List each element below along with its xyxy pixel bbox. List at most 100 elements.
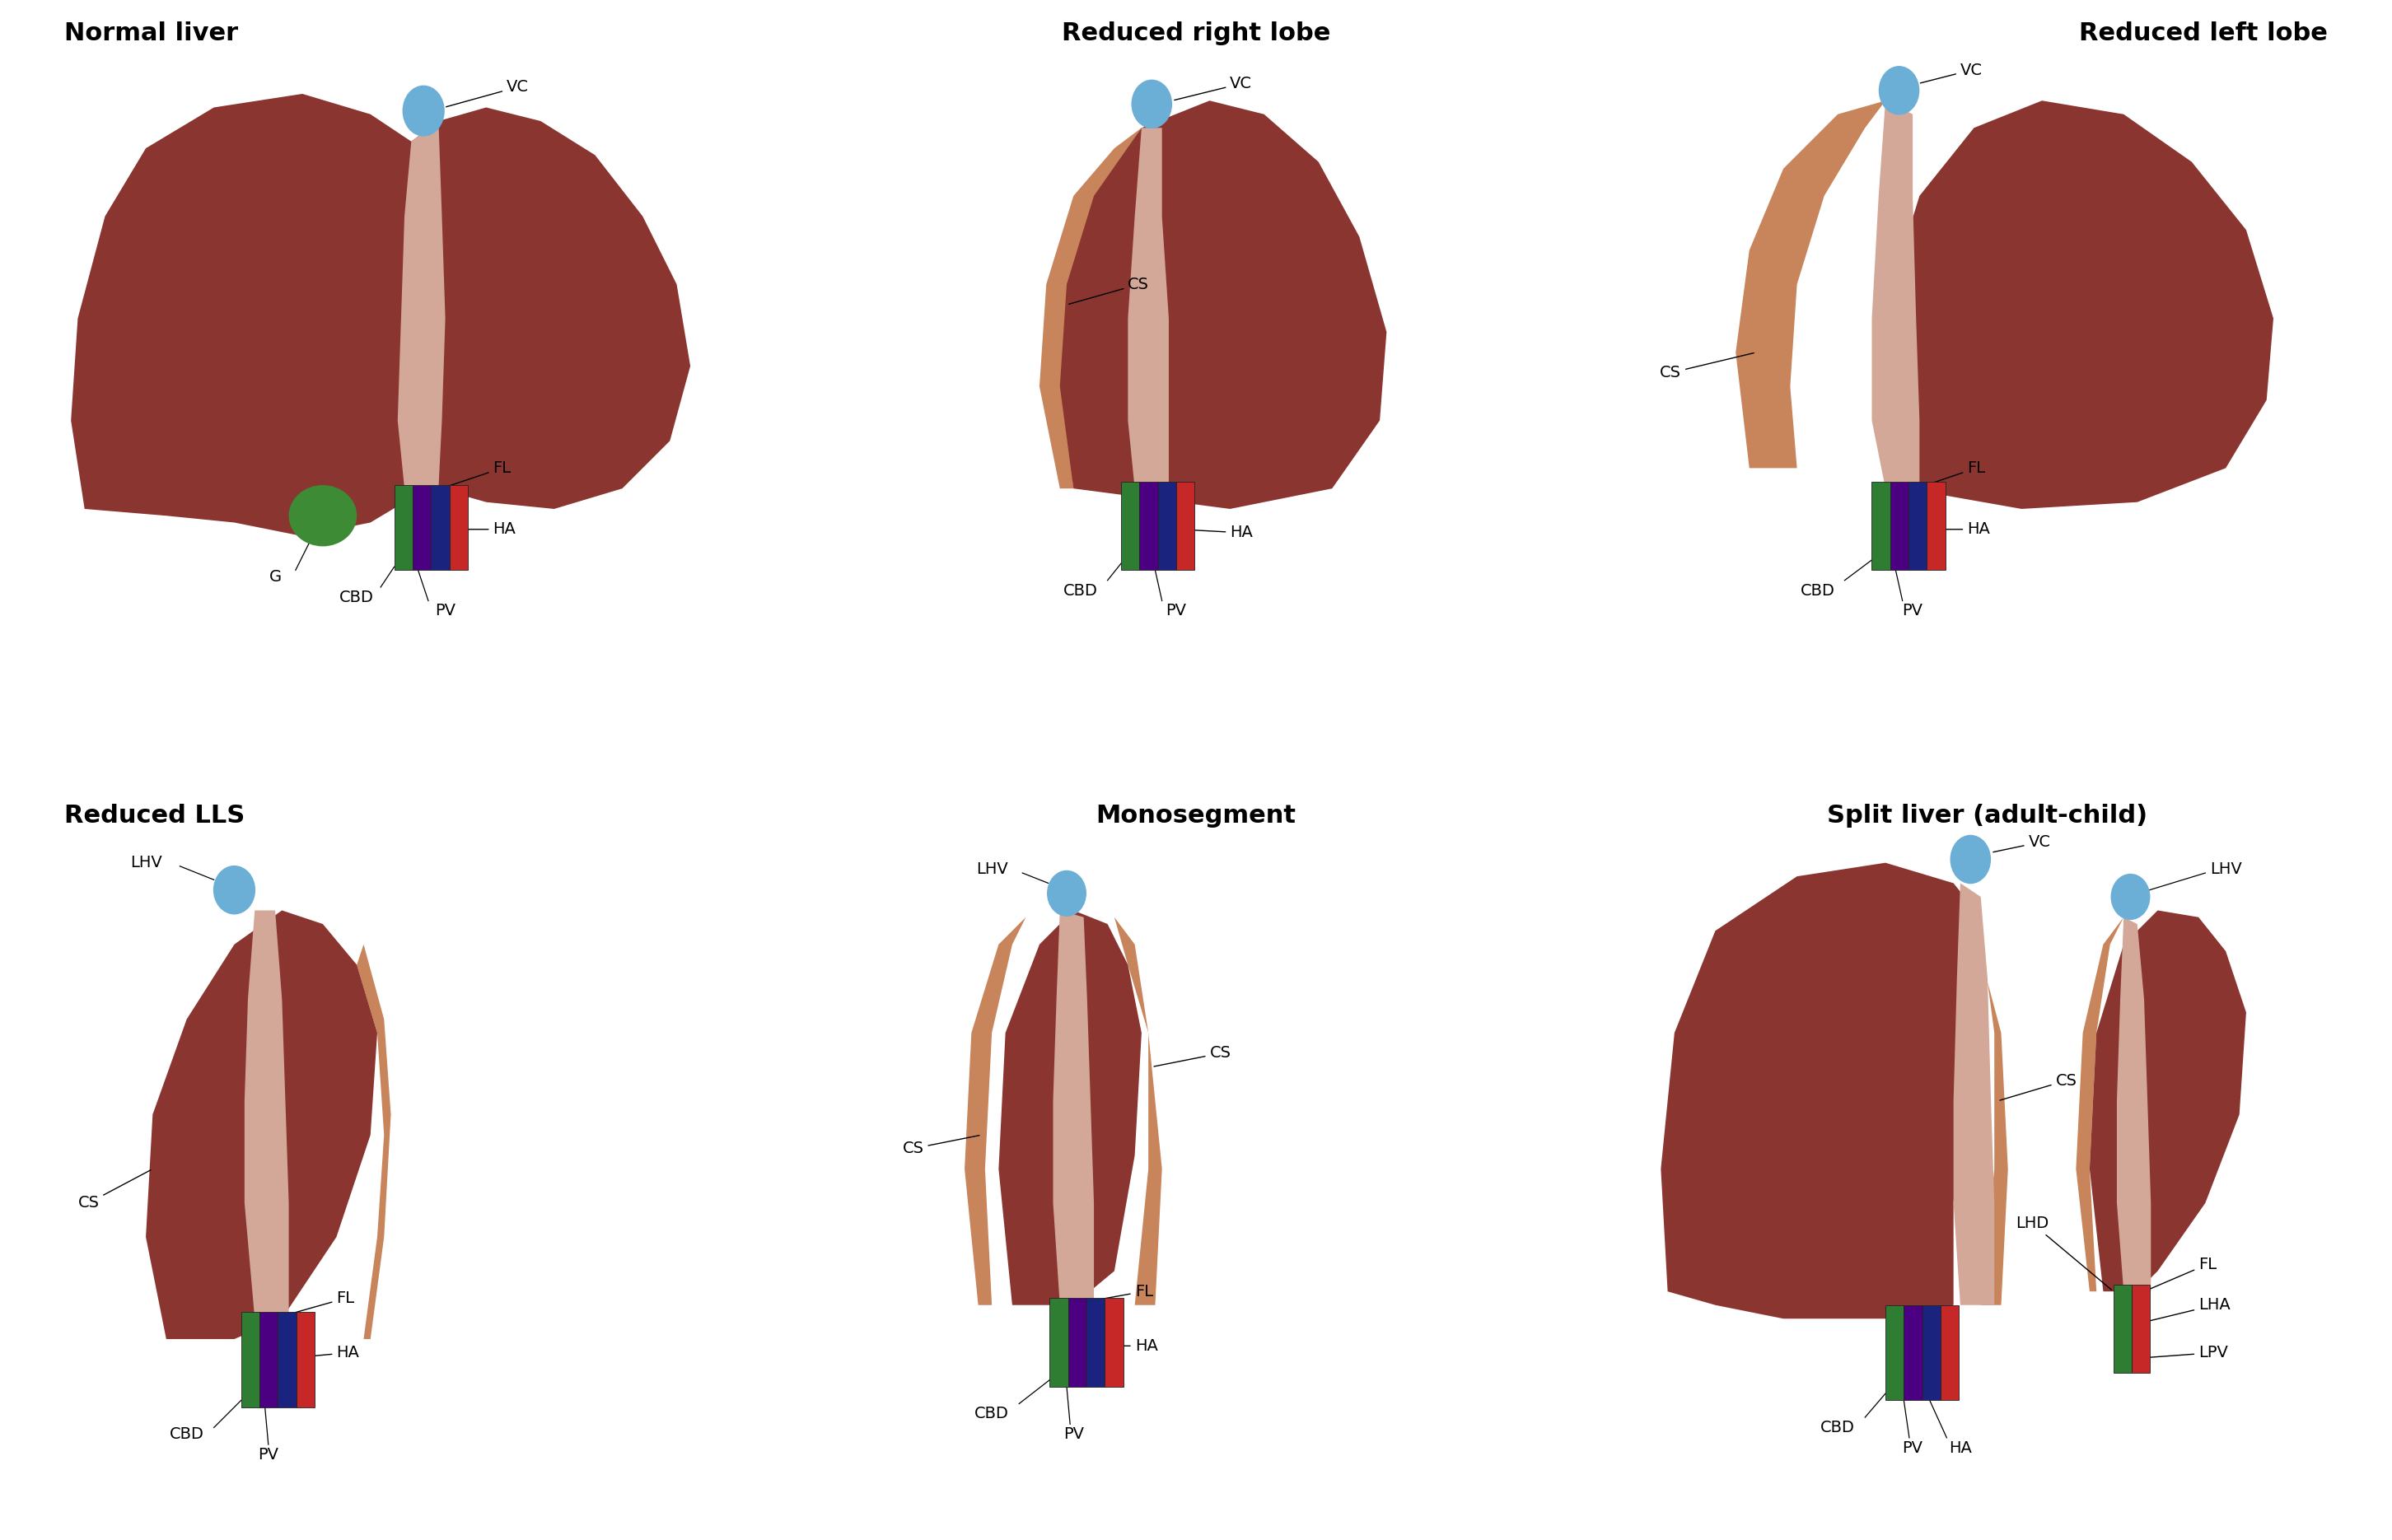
Polygon shape xyxy=(1060,100,1387,508)
Bar xyxy=(1940,1304,1959,1400)
Polygon shape xyxy=(2076,918,2124,1292)
Text: CBD: CBD xyxy=(170,1426,203,1441)
Ellipse shape xyxy=(289,485,356,547)
Text: VC: VC xyxy=(1993,835,2050,852)
Title: Monosegment: Monosegment xyxy=(1096,804,1296,829)
Bar xyxy=(1873,482,1890,570)
Bar xyxy=(1158,482,1177,570)
Polygon shape xyxy=(397,122,445,488)
Polygon shape xyxy=(1115,918,1163,1304)
Text: FL: FL xyxy=(287,1291,354,1315)
Title: Split liver (adult-child): Split liver (adult-child) xyxy=(1827,804,2148,829)
Bar xyxy=(450,485,469,570)
Polygon shape xyxy=(1961,896,2007,1304)
Text: Reduced LLS: Reduced LLS xyxy=(65,804,244,829)
Bar xyxy=(1086,1298,1105,1386)
Text: HA: HA xyxy=(1079,1338,1158,1354)
Text: FL: FL xyxy=(440,460,512,490)
Ellipse shape xyxy=(213,865,256,915)
Text: LHD: LHD xyxy=(2016,1215,2112,1291)
Text: CS: CS xyxy=(79,1170,151,1210)
Text: CBD: CBD xyxy=(1820,1420,1856,1435)
Polygon shape xyxy=(2091,910,2246,1292)
Bar xyxy=(1923,1304,1940,1400)
Bar xyxy=(1890,482,1909,570)
Bar xyxy=(1069,1298,1086,1386)
Text: HA: HA xyxy=(277,1344,359,1360)
Bar xyxy=(1050,1298,1069,1386)
Text: CS: CS xyxy=(902,1135,978,1157)
Polygon shape xyxy=(244,910,289,1318)
Bar xyxy=(242,1312,258,1408)
Bar xyxy=(1928,482,1945,570)
Text: LHA: LHA xyxy=(2134,1297,2229,1324)
Ellipse shape xyxy=(1878,66,1918,116)
Text: CBD: CBD xyxy=(340,590,373,605)
Title: Reduced right lobe: Reduced right lobe xyxy=(1062,22,1330,45)
Text: PV: PV xyxy=(1165,604,1186,619)
Bar xyxy=(1122,482,1139,570)
Text: CS: CS xyxy=(2000,1073,2076,1100)
Polygon shape xyxy=(1660,862,1981,1318)
Text: Normal liver: Normal liver xyxy=(65,22,239,45)
Text: CBD: CBD xyxy=(1062,582,1098,599)
Bar xyxy=(258,1312,277,1408)
Bar xyxy=(277,1312,297,1408)
Text: CS: CS xyxy=(1069,277,1151,305)
Text: VC: VC xyxy=(1921,62,1983,83)
Ellipse shape xyxy=(1131,80,1172,128)
Bar xyxy=(1909,482,1928,570)
Bar xyxy=(431,485,450,570)
Text: PV: PV xyxy=(1902,604,1923,619)
Polygon shape xyxy=(1041,128,1141,488)
Text: FL: FL xyxy=(1088,1284,1153,1301)
Bar xyxy=(395,485,414,570)
Polygon shape xyxy=(997,910,1141,1304)
Polygon shape xyxy=(146,910,378,1340)
Bar xyxy=(1885,1304,1904,1400)
Ellipse shape xyxy=(2110,873,2150,919)
Bar xyxy=(1139,482,1158,570)
Polygon shape xyxy=(2117,918,2150,1292)
Polygon shape xyxy=(356,944,390,1340)
Bar xyxy=(1904,1304,1923,1400)
Bar xyxy=(414,485,431,570)
Text: VC: VC xyxy=(1174,75,1253,100)
Text: CBD: CBD xyxy=(1801,582,1835,599)
Text: CS: CS xyxy=(1660,353,1753,380)
Polygon shape xyxy=(1885,100,2272,508)
Bar xyxy=(1105,1298,1124,1386)
Polygon shape xyxy=(1873,100,1918,488)
Text: CS: CS xyxy=(1153,1046,1232,1067)
Text: CBD: CBD xyxy=(974,1406,1009,1421)
Polygon shape xyxy=(964,918,1026,1304)
Text: PV: PV xyxy=(1062,1426,1084,1441)
Bar xyxy=(2115,1284,2131,1374)
Bar xyxy=(2131,1284,2150,1374)
Ellipse shape xyxy=(1949,835,1990,884)
Text: FL: FL xyxy=(1918,460,1985,488)
Text: Reduced left lobe: Reduced left lobe xyxy=(2079,22,2327,45)
Bar xyxy=(1177,482,1194,570)
Text: HA: HA xyxy=(1182,525,1253,541)
Polygon shape xyxy=(1052,910,1093,1304)
Text: HA: HA xyxy=(1926,522,1990,537)
Text: PV: PV xyxy=(435,604,454,619)
Polygon shape xyxy=(72,94,691,536)
Text: HA: HA xyxy=(1949,1440,1971,1455)
Ellipse shape xyxy=(1048,870,1086,916)
Polygon shape xyxy=(1129,128,1170,488)
Text: VC: VC xyxy=(447,79,529,106)
Text: PV: PV xyxy=(258,1448,277,1463)
Text: FL: FL xyxy=(2146,1257,2217,1291)
Text: LHV: LHV xyxy=(2210,862,2241,878)
Text: G: G xyxy=(268,570,282,585)
Text: LHV: LHV xyxy=(129,855,163,870)
Text: LPV: LPV xyxy=(2122,1344,2227,1360)
Text: LHV: LHV xyxy=(976,862,1007,878)
Text: PV: PV xyxy=(1902,1440,1923,1455)
Polygon shape xyxy=(1954,882,1995,1304)
Polygon shape xyxy=(1737,100,1885,468)
Text: HA: HA xyxy=(431,522,517,537)
Ellipse shape xyxy=(402,85,445,137)
